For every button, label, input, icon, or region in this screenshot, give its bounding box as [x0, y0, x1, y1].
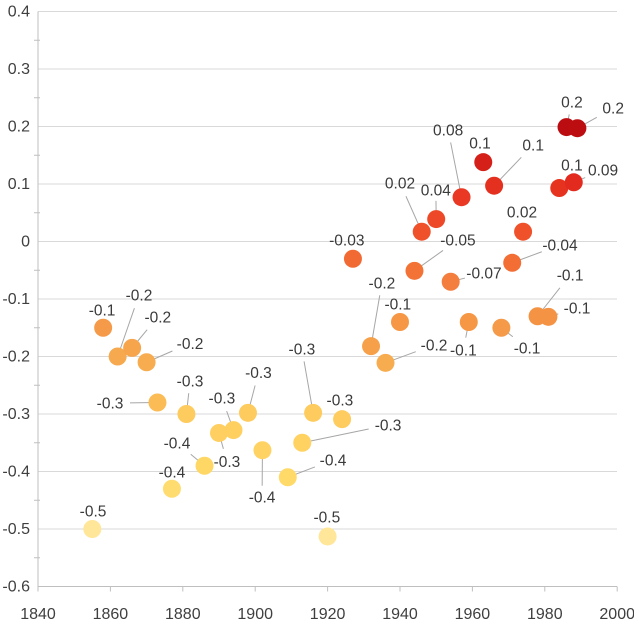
x-axis-tick-label: 1860: [93, 606, 129, 623]
y-axis-tick-label: 0.2: [8, 119, 30, 136]
data-label: 0.09: [588, 163, 618, 180]
data-label: 0.02: [507, 205, 537, 222]
data-label: 0.1: [561, 158, 583, 175]
x-axis-tick-label: 1880: [165, 606, 201, 623]
data-point: [177, 405, 195, 423]
data-point: [503, 254, 521, 272]
data-point: [460, 313, 478, 331]
x-axis-tick-label: 1980: [527, 606, 563, 623]
x-axis-tick-label: 1840: [20, 606, 56, 623]
data-label: -0.1: [514, 340, 541, 357]
x-axis-tick-label: 2000: [599, 606, 634, 623]
data-point: [565, 173, 583, 191]
data-label: -0.2: [144, 309, 171, 326]
data-label: -0.3: [97, 396, 124, 413]
data-label: -0.2: [177, 336, 204, 353]
data-point: [344, 250, 362, 268]
data-point: [94, 319, 112, 337]
y-axis-tick-label: 0.1: [8, 176, 30, 193]
data-point: [319, 527, 337, 545]
data-point: [427, 210, 445, 228]
data-label: -0.1: [564, 301, 591, 318]
data-label: -0.5: [80, 504, 107, 521]
data-label: -0.3: [214, 454, 241, 471]
data-point: [83, 520, 101, 538]
y-axis-tick-label: 0.3: [8, 61, 30, 78]
data-label: -0.1: [384, 297, 411, 314]
data-point: [304, 404, 322, 422]
data-label: -0.07: [466, 266, 501, 283]
data-label: -0.3: [289, 342, 316, 359]
y-axis-tick-label: -0.4: [2, 464, 30, 481]
y-axis-tick-label: 0: [21, 234, 30, 251]
y-axis-tick-label: -0.1: [2, 291, 30, 308]
data-label: 0.2: [561, 94, 583, 111]
leader-line: [302, 429, 368, 443]
data-label: -0.04: [542, 237, 578, 254]
data-label: -0.4: [164, 435, 191, 452]
data-label: -0.3: [209, 390, 236, 407]
y-axis-tick-label: -0.2: [2, 349, 30, 366]
data-point: [239, 404, 257, 422]
data-label: -0.5: [314, 509, 341, 526]
y-axis-tick-label: -0.3: [2, 406, 30, 423]
data-label: -0.05: [440, 232, 475, 249]
data-label: -0.03: [329, 232, 364, 249]
x-axis-tick-label: 1960: [455, 606, 491, 623]
data-point: [391, 313, 409, 331]
data-label: -0.3: [177, 374, 204, 391]
data-point: [253, 441, 271, 459]
data-point: [293, 434, 311, 452]
x-axis-tick-label: 1940: [382, 606, 418, 623]
data-point: [514, 223, 532, 241]
data-label: -0.2: [369, 275, 396, 292]
data-point: [333, 410, 351, 428]
data-label: -0.1: [89, 302, 116, 319]
data-label: -0.1: [557, 267, 584, 284]
data-label: 0.08: [433, 122, 463, 139]
data-point: [377, 354, 395, 372]
data-label: -0.4: [249, 489, 276, 506]
data-point: [413, 223, 431, 241]
data-point: [196, 457, 214, 475]
x-axis-tick-label: 1920: [310, 606, 346, 623]
data-point: [123, 339, 141, 357]
y-axis-tick-label: -0.6: [2, 579, 30, 596]
data-label: 0.02: [385, 175, 415, 192]
data-point: [405, 262, 423, 280]
data-point: [453, 188, 471, 206]
data-point: [568, 119, 586, 137]
y-axis-tick-label: 0.4: [8, 4, 30, 21]
data-label: -0.4: [159, 465, 186, 482]
data-label: -0.3: [375, 417, 402, 434]
data-label: -0.2: [126, 287, 153, 304]
data-label: 0.04: [421, 182, 452, 199]
data-point: [474, 153, 492, 171]
data-point: [224, 421, 242, 439]
y-axis-tick-label: -0.5: [2, 521, 30, 538]
data-label: -0.3: [245, 365, 272, 382]
data-point: [362, 337, 380, 355]
x-axis-tick-label: 1900: [237, 606, 273, 623]
data-point: [148, 394, 166, 412]
data-point: [492, 319, 510, 337]
data-label: -0.4: [320, 453, 347, 470]
data-label: 0.1: [522, 137, 544, 154]
data-label: 0.2: [602, 101, 624, 118]
data-point: [442, 273, 460, 291]
data-label: -0.2: [421, 338, 448, 355]
data-point: [279, 468, 297, 486]
data-label: 0.1: [469, 136, 491, 153]
data-point: [138, 353, 156, 371]
data-label: -0.3: [327, 393, 354, 410]
data-point: [539, 308, 557, 326]
data-label: -0.1: [450, 343, 477, 360]
data-point: [485, 177, 503, 195]
data-point: [163, 480, 181, 498]
